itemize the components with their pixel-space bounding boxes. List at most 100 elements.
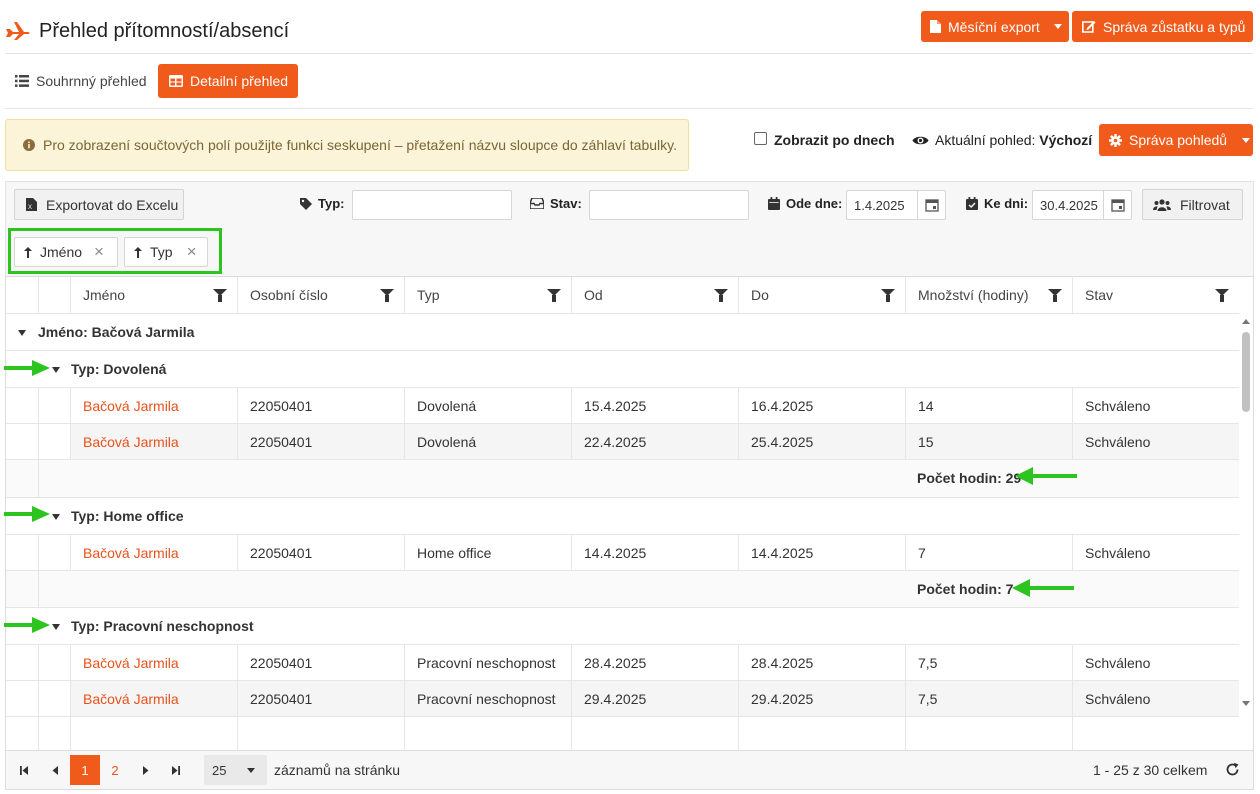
- tab-summary[interactable]: Souhrnný přehled: [15, 64, 147, 98]
- scrollbar-thumb[interactable]: [1242, 332, 1250, 412]
- group-title: Jméno: Bačová Jarmila: [38, 324, 195, 340]
- group-indent-column: [38, 535, 70, 570]
- monthly-export-button[interactable]: Měsíční export: [921, 11, 1069, 42]
- page-1[interactable]: 1: [70, 755, 100, 785]
- group-indent-column: [38, 277, 70, 313]
- divider: [5, 108, 1253, 109]
- vertical-scrollbar[interactable]: [1239, 314, 1253, 750]
- column-header-typ[interactable]: Typ: [404, 277, 571, 313]
- filter-icon[interactable]: [1215, 289, 1229, 302]
- cell-amount: 7,5: [905, 645, 1072, 680]
- cell-name-link[interactable]: Bačová Jarmila: [70, 424, 237, 459]
- next-page-icon[interactable]: [130, 755, 160, 785]
- column-header-label: Množství (hodiny): [918, 287, 1029, 303]
- calendar-icon[interactable]: [917, 191, 945, 219]
- page-size-select[interactable]: 25: [204, 755, 267, 785]
- cell-empty: [571, 717, 738, 750]
- info-alert: Pro zobrazení součtových polí použijte f…: [5, 119, 689, 171]
- cell-to: 28.4.2025: [738, 645, 905, 680]
- close-icon[interactable]: ×: [94, 242, 104, 261]
- info-icon: [23, 139, 35, 151]
- chevron-down-icon[interactable]: [1053, 24, 1062, 29]
- tab-detail[interactable]: Detailní přehled: [158, 64, 298, 98]
- group-indent-column: [38, 645, 70, 680]
- collapse-icon[interactable]: [52, 624, 60, 630]
- per-page-label: záznamů na stránku: [274, 762, 401, 778]
- cell-to: 25.4.2025: [738, 424, 905, 459]
- group-row-type[interactable]: Typ: Dovolená: [6, 351, 1239, 388]
- table-row[interactable]: Bačová Jarmila 22050401 Dovolená 22.4.20…: [6, 424, 1239, 460]
- group-indent-column: [38, 681, 70, 716]
- column-header-label: Typ: [417, 287, 440, 303]
- cell-state: Schváleno: [1072, 645, 1239, 680]
- calendar-icon: [768, 197, 780, 210]
- column-header-label: Stav: [1085, 287, 1114, 303]
- table-row[interactable]: Bačová Jarmila 22050401 Home office 14.4…: [6, 535, 1239, 571]
- collapse-icon[interactable]: [52, 367, 60, 373]
- filter-icon[interactable]: [380, 289, 394, 302]
- column-header-label: Jméno: [83, 287, 126, 303]
- filter-icon[interactable]: [881, 289, 895, 302]
- group-indent-column: [38, 388, 70, 423]
- group-row-type[interactable]: Typ: Pracovní neschopnost: [6, 608, 1239, 645]
- cell-to: 14.4.2025: [738, 535, 905, 570]
- to-date-input[interactable]: 30.4.2025: [1032, 190, 1132, 220]
- column-header-jmeno[interactable]: Jméno: [70, 277, 237, 313]
- close-icon[interactable]: ×: [186, 242, 197, 261]
- cell-name-link[interactable]: Bačová Jarmila: [70, 681, 237, 716]
- cell-empty: [905, 717, 1072, 750]
- collapse-icon[interactable]: [52, 514, 60, 520]
- page-2[interactable]: 2: [111, 762, 119, 778]
- table-row[interactable]: Bačová Jarmila 22050401 Pracovní neschop…: [6, 645, 1239, 681]
- column-header-mnozstvi[interactable]: Množství (hodiny): [905, 277, 1072, 313]
- annotation-arrow: [1015, 467, 1077, 485]
- filter-icon[interactable]: [714, 289, 728, 302]
- column-header-osobni-cislo[interactable]: Osobní číslo: [237, 277, 404, 313]
- column-header-od[interactable]: Od: [571, 277, 738, 313]
- cell-to: 16.4.2025: [738, 388, 905, 423]
- group-row-type[interactable]: Typ: Home office: [6, 498, 1239, 535]
- manage-views-label: Správa pohledů: [1129, 132, 1228, 148]
- group-row-name[interactable]: Jméno: Bačová Jarmila: [6, 314, 1239, 351]
- to-date-label: Ke dni:: [966, 196, 1028, 211]
- filter-icon[interactable]: [547, 289, 561, 302]
- type-filter-input[interactable]: [352, 190, 512, 220]
- calendar-icon[interactable]: [1103, 191, 1131, 219]
- monthly-export-label: Měsíční export: [948, 18, 1040, 35]
- group-chip-jmeno[interactable]: Jméno ×: [14, 237, 118, 267]
- refresh-icon[interactable]: [1225, 762, 1240, 780]
- plane-icon: [5, 20, 31, 45]
- state-filter-input[interactable]: [589, 190, 749, 220]
- last-page-icon[interactable]: [160, 755, 190, 785]
- by-days-label[interactable]: Zobrazit po dnech: [774, 132, 895, 148]
- cell-name-link[interactable]: Bačová Jarmila: [70, 535, 237, 570]
- manage-views-button[interactable]: Správa pohledů: [1099, 124, 1253, 156]
- export-excel-button[interactable]: X Exportovat do Excelu: [14, 189, 184, 220]
- annotation-arrow: [4, 506, 50, 522]
- chevron-down-icon[interactable]: [247, 767, 256, 773]
- prev-page-icon[interactable]: [40, 755, 70, 785]
- chevron-down-icon[interactable]: [1242, 137, 1251, 143]
- collapse-icon[interactable]: [18, 330, 26, 336]
- scroll-down-icon[interactable]: [1242, 701, 1250, 706]
- group-chip-typ[interactable]: Typ ×: [124, 237, 208, 267]
- by-days-checkbox[interactable]: [754, 132, 767, 145]
- from-date-input[interactable]: 1.4.2025: [846, 190, 946, 220]
- filter-button[interactable]: Filtrovat: [1142, 189, 1243, 220]
- column-header-stav[interactable]: Stav: [1072, 277, 1239, 313]
- group-indent-column: [6, 460, 38, 497]
- filter-button-label: Filtrovat: [1180, 196, 1230, 213]
- filter-icon[interactable]: [1048, 289, 1062, 302]
- first-page-icon[interactable]: [10, 755, 40, 785]
- column-header-do[interactable]: Do: [738, 277, 905, 313]
- cell-name-link[interactable]: Bačová Jarmila: [70, 388, 237, 423]
- cell-name-link[interactable]: Bačová Jarmila: [70, 645, 237, 680]
- table-row[interactable]: Bačová Jarmila 22050401 Pracovní neschop…: [6, 681, 1239, 717]
- scroll-up-icon[interactable]: [1242, 319, 1250, 324]
- page-title: Přehled přítomností/absencí: [39, 20, 290, 42]
- arrow-up-icon: [134, 246, 142, 258]
- filter-icon[interactable]: [213, 289, 227, 302]
- table-row[interactable]: Bačová Jarmila 22050401 Dovolená 15.4.20…: [6, 388, 1239, 424]
- manage-balance-button[interactable]: Správa zůstatku a typů: [1072, 11, 1253, 42]
- cell-from: 15.4.2025: [571, 388, 738, 423]
